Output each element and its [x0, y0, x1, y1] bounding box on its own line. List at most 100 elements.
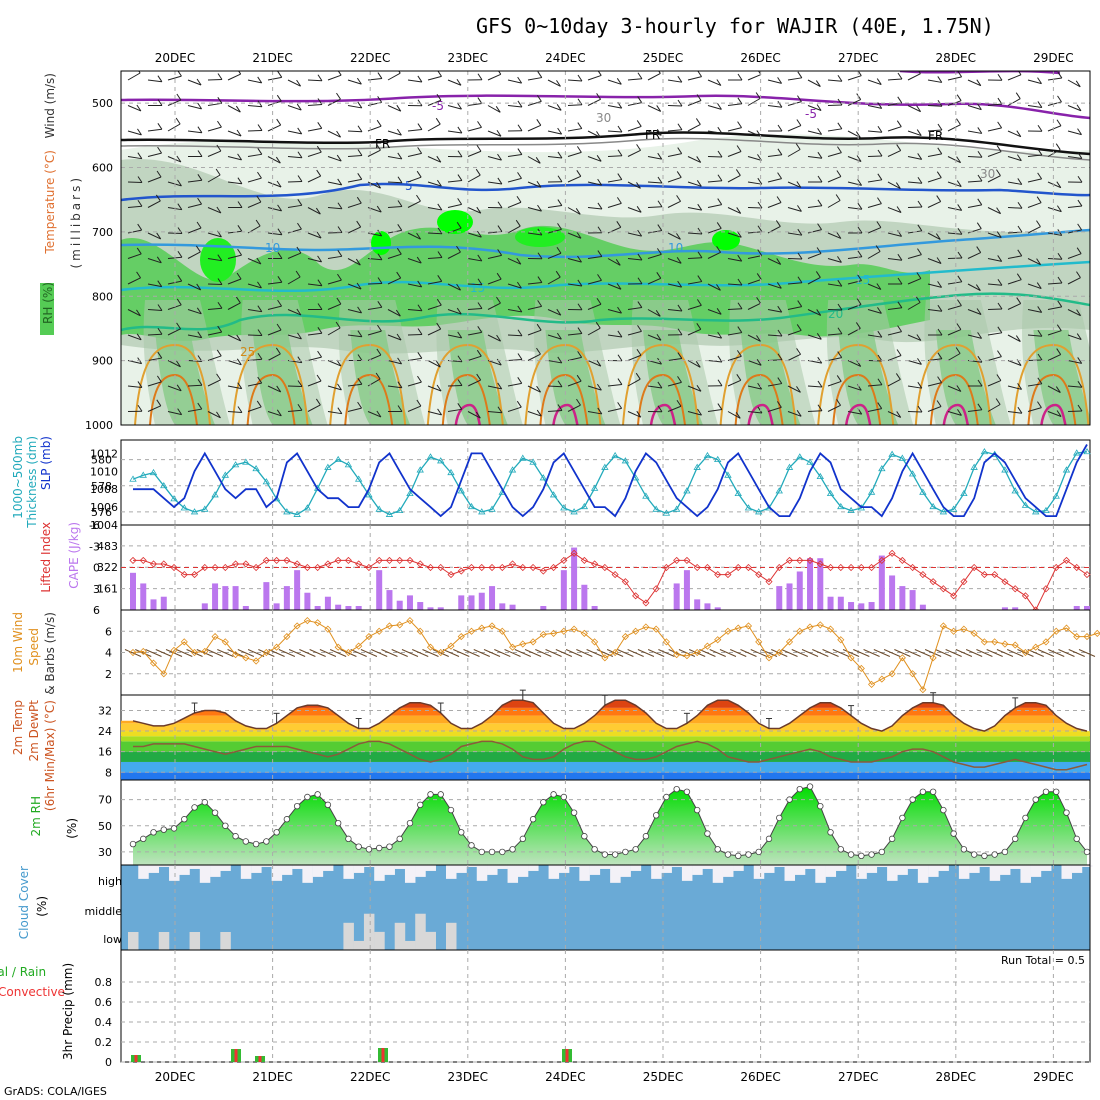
wind-barb	[407, 258, 422, 264]
cape-bar	[283, 586, 290, 610]
wind-barb	[907, 254, 922, 259]
wind-barb-flag	[277, 204, 283, 212]
wind-barb	[387, 309, 401, 317]
wind-barb	[507, 309, 522, 313]
cloud-gap-low	[189, 932, 201, 950]
thickness-marker	[457, 487, 465, 494]
cloud-gap-high	[897, 865, 908, 875]
wind-barb	[887, 378, 901, 387]
surface-wind-barb	[227, 649, 244, 657]
wind-barb-flag	[1037, 353, 1043, 361]
thickness-marker	[580, 502, 589, 510]
wind-speed-marker	[149, 659, 158, 667]
rh-marker	[293, 802, 301, 810]
wind-barb	[807, 205, 822, 208]
wind-speed-marker	[601, 654, 609, 662]
cloud-gap-high	[322, 865, 334, 871]
wind-barb-flag	[977, 174, 983, 182]
thickness-marker	[878, 464, 886, 472]
rh-marker	[847, 851, 855, 858]
cloud-label: Cloud Cover	[17, 866, 31, 939]
wind-barb	[687, 360, 701, 368]
wind-barb-flag	[496, 272, 502, 280]
wind-barb	[507, 382, 522, 387]
wind-barb-flag	[957, 275, 963, 283]
wind-barb	[467, 308, 483, 310]
rh-marker	[991, 851, 998, 858]
wind-barb-flag	[816, 104, 822, 111]
wind-barb-flag	[1076, 333, 1082, 340]
lifted-index-marker	[1042, 585, 1050, 593]
wind-barb-flag	[817, 223, 823, 230]
wind-barb-flag	[176, 322, 181, 330]
wind-barb	[207, 355, 222, 361]
wind-barb	[167, 75, 182, 81]
cloud-gap-low	[425, 931, 436, 950]
wind-barb-flag	[316, 374, 322, 382]
wind-barb-flag	[597, 178, 603, 186]
wind-barb-flag	[457, 198, 463, 205]
wind-barb	[487, 105, 501, 113]
wind-barb-flag	[877, 402, 883, 409]
wind-barb	[247, 79, 262, 84]
cloud-gap-high	[969, 865, 980, 873]
wind-barb	[707, 251, 721, 259]
thickness-marker	[375, 505, 383, 512]
wind-barb-flag	[397, 176, 403, 184]
wind-barb	[747, 98, 761, 106]
wind-barb	[827, 128, 842, 132]
wind-barb	[887, 411, 901, 418]
wind-barb	[747, 130, 762, 137]
wind-barb	[947, 232, 962, 235]
rh-marker	[940, 806, 947, 814]
wind-barb	[907, 334, 922, 341]
wind-barb	[247, 406, 262, 412]
wind-barb-flag	[297, 380, 303, 387]
wind-barb-flag	[935, 233, 941, 240]
thickness-marker	[642, 492, 650, 499]
wind-barb	[887, 232, 902, 237]
wind-speed-marker	[857, 664, 865, 673]
wind-barb-flag	[637, 277, 643, 285]
wind-barb-flag	[255, 219, 261, 227]
wind-barb-flag	[515, 219, 521, 227]
wind-barb-flag	[197, 378, 203, 386]
wind-barb-flag	[217, 302, 223, 309]
wind-barb-flag	[616, 221, 622, 228]
wind-barb	[527, 100, 542, 106]
wind-barb	[127, 334, 142, 341]
wind-barb-flag	[1016, 297, 1022, 304]
wind-barb	[887, 150, 901, 157]
date-label: 20DEC	[155, 51, 195, 65]
thickness-marker	[344, 461, 353, 468]
wind-barb	[627, 207, 642, 213]
cloud-gap-high	[876, 865, 888, 867]
wind-barb	[1047, 306, 1062, 310]
wind-barb-flag	[677, 280, 683, 288]
wind-barb-flag	[277, 276, 283, 283]
cloud-gap-high	[425, 865, 436, 871]
lifted-index-marker	[970, 563, 978, 572]
wind-barb-flag	[495, 106, 501, 113]
wind-barb-flag	[457, 355, 463, 362]
wind-barb	[167, 123, 181, 132]
cape-bar	[1012, 607, 1019, 610]
wind-barb	[387, 206, 403, 208]
wind-barb	[1007, 279, 1022, 285]
cape-tick-label: 161	[97, 583, 118, 596]
wind-barb	[607, 309, 622, 314]
wind-barb	[687, 232, 703, 235]
wind-barb-flag	[777, 377, 783, 384]
wind-barb	[787, 306, 802, 310]
wind-barb-flag	[356, 196, 362, 204]
wind-barb	[567, 151, 582, 157]
wind-barb-flag	[696, 156, 702, 163]
wind-barb-flag	[796, 410, 802, 417]
wind-barb	[1007, 255, 1022, 259]
wind-barb-flag	[277, 252, 283, 259]
wind-barb-flag	[616, 197, 622, 204]
wind-barb-flag	[435, 360, 441, 368]
wind-barb	[867, 227, 882, 234]
lifted-index-marker	[929, 578, 937, 586]
rh-marker	[406, 819, 414, 827]
